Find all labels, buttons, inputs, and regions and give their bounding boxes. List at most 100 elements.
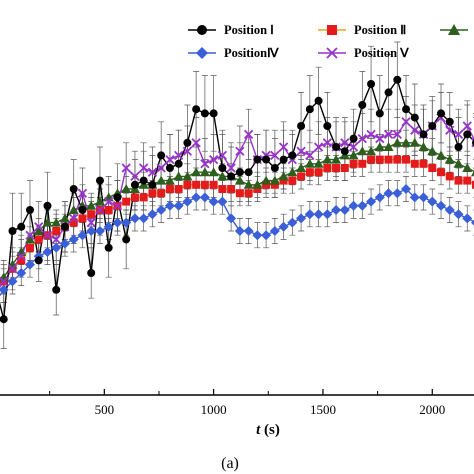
data-point — [235, 189, 244, 198]
data-point — [51, 217, 62, 227]
data-point — [340, 164, 349, 172]
data-point — [384, 155, 393, 164]
data-point — [199, 192, 210, 203]
data-point — [226, 213, 237, 224]
data-point — [384, 88, 393, 97]
data-point — [252, 179, 263, 189]
data-point — [314, 168, 323, 177]
data-point — [297, 122, 306, 130]
data-point — [68, 205, 79, 214]
data-point — [7, 276, 18, 287]
data-point — [305, 150, 315, 161]
data-point — [34, 222, 44, 232]
data-point — [243, 129, 254, 140]
data-point — [287, 167, 298, 177]
data-point — [217, 196, 228, 207]
legend-label: Position Ⅴ — [354, 46, 410, 60]
data-point — [348, 200, 359, 211]
series-markers — [0, 75, 474, 324]
data-point — [358, 101, 367, 109]
data-point — [234, 226, 245, 236]
data-point — [192, 105, 201, 114]
x-tick-label: 1500 — [310, 402, 336, 417]
data-point — [112, 217, 123, 228]
data-point — [52, 285, 61, 294]
data-point — [227, 185, 236, 193]
data-point — [183, 180, 192, 189]
data-point — [288, 151, 297, 160]
data-point — [393, 155, 402, 164]
data-point — [87, 269, 96, 277]
data-point — [191, 138, 201, 148]
data-point — [156, 163, 166, 173]
data-point — [42, 230, 53, 240]
data-point — [218, 164, 227, 172]
data-point — [217, 171, 228, 181]
data-point — [392, 188, 403, 199]
data-point — [69, 213, 79, 224]
data-point — [156, 175, 167, 185]
data-point — [94, 226, 105, 236]
data-point — [428, 164, 437, 172]
data-point — [87, 210, 96, 219]
data-point — [78, 214, 87, 223]
data-point — [121, 217, 132, 228]
data-point — [8, 227, 17, 235]
data-point — [0, 284, 9, 295]
data-point — [139, 163, 149, 173]
data-point — [104, 243, 113, 252]
data-point — [60, 222, 69, 231]
data-point — [34, 256, 43, 265]
data-point — [139, 193, 148, 202]
data-point — [348, 142, 359, 152]
legend-marker — [326, 47, 338, 59]
data-point — [243, 226, 254, 236]
data-point — [234, 175, 245, 185]
data-point — [25, 206, 34, 214]
data-point — [366, 129, 376, 140]
data-point — [243, 179, 254, 189]
legend-marker — [327, 25, 337, 35]
data-point — [445, 172, 454, 181]
data-point — [174, 150, 184, 161]
data-point — [182, 171, 193, 181]
data-point — [454, 143, 463, 151]
series-lines — [0, 78, 474, 320]
data-point — [332, 164, 341, 172]
data-point — [59, 238, 70, 249]
data-point — [68, 234, 79, 245]
data-point — [374, 192, 385, 203]
data-point — [357, 146, 368, 156]
data-point — [375, 155, 384, 164]
x-axis-unit: (s) — [264, 422, 280, 438]
data-point — [16, 268, 27, 278]
data-point — [122, 197, 131, 206]
data-point — [462, 121, 472, 131]
data-point — [279, 155, 288, 164]
data-point — [366, 196, 377, 207]
data-point — [304, 209, 315, 220]
data-point — [304, 158, 315, 168]
data-point — [104, 196, 114, 207]
data-point — [454, 176, 463, 185]
data-point — [208, 167, 219, 177]
data-point — [453, 129, 464, 140]
data-point — [340, 147, 349, 156]
data-point — [349, 159, 358, 168]
data-point — [235, 168, 244, 177]
data-point — [183, 138, 192, 147]
data-point — [270, 164, 279, 172]
data-point — [51, 234, 61, 245]
data-point — [174, 185, 183, 193]
data-point — [270, 150, 280, 161]
data-point — [278, 142, 289, 152]
data-point — [95, 205, 105, 215]
data-point — [157, 151, 166, 160]
legend-entry: Position Ⅲ — [440, 24, 468, 35]
data-point — [208, 154, 219, 165]
data-point — [428, 122, 437, 130]
data-point — [322, 138, 332, 148]
data-point — [252, 230, 263, 241]
data-point — [418, 192, 429, 203]
data-point — [270, 180, 279, 189]
